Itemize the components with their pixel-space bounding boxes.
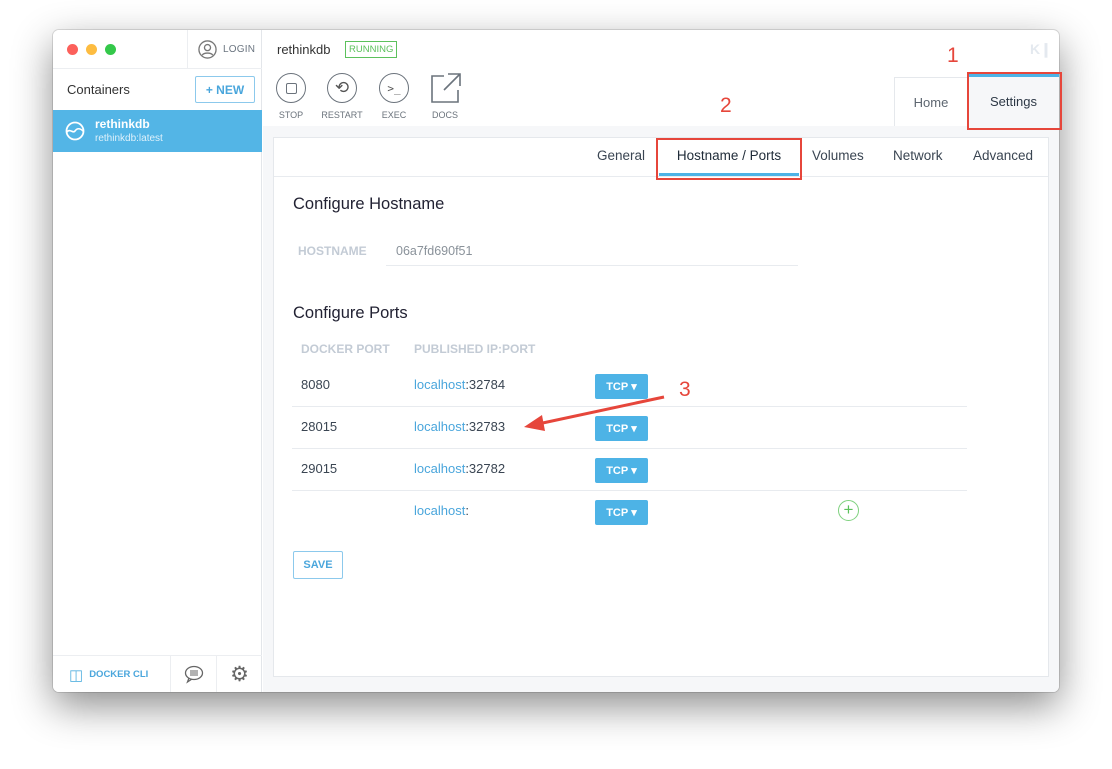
annotation-box-settings xyxy=(967,72,1062,130)
hostname-label: HOSTNAME xyxy=(298,244,367,258)
container-title: rethinkdb xyxy=(277,42,331,57)
hostname-input[interactable]: 06a7fd690f51 xyxy=(386,238,798,266)
docker-cli-button[interactable]: ◫ DOCKER CLI xyxy=(53,656,171,692)
published-port-header: PUBLISHED IP:PORT xyxy=(414,342,536,356)
annotation-1: 1 xyxy=(947,44,959,67)
close-window-button[interactable] xyxy=(67,44,78,55)
tab-hostname-ports[interactable]: Hostname / Ports xyxy=(659,148,799,176)
stop-label: STOP xyxy=(278,110,304,120)
stop-button[interactable] xyxy=(276,73,306,103)
new-container-button[interactable]: + NEW xyxy=(195,76,255,103)
annotation-box-hostname-ports xyxy=(656,138,802,180)
login-label: LOGIN xyxy=(223,43,256,55)
protocol-dropdown[interactable]: TCP ▾ xyxy=(595,500,648,525)
published-port[interactable]: localhost:32782 xyxy=(414,461,506,476)
minimize-window-button[interactable] xyxy=(86,44,97,55)
exec-button[interactable]: >_ xyxy=(379,73,409,103)
docker-port-header: DOCKER PORT xyxy=(301,342,390,356)
settings-panel: General Hostname / Ports Volumes Network… xyxy=(273,137,1049,677)
restart-button[interactable]: ⟲ xyxy=(327,73,357,103)
exec-label: EXEC xyxy=(381,110,407,120)
docs-label: DOCS xyxy=(431,110,458,120)
published-port[interactable]: localhost:32784 xyxy=(414,377,506,392)
rethinkdb-icon xyxy=(65,121,85,141)
annotation-2: 2 xyxy=(720,94,732,117)
kitematic-logo: K❙ xyxy=(1030,41,1052,57)
terminal-icon: >_ xyxy=(387,81,401,95)
docker-cli-label: DOCKER CLI xyxy=(89,669,149,680)
protocol-dropdown[interactable]: TCP ▾ xyxy=(595,458,648,483)
tab-advanced[interactable]: Advanced xyxy=(973,148,1034,163)
restart-icon: ⟲ xyxy=(334,78,350,97)
container-item-rethinkdb[interactable]: rethinkdb rethinkdb:latest xyxy=(53,110,262,152)
container-name: rethinkdb xyxy=(95,117,150,131)
new-published-port-input[interactable]: localhost: xyxy=(414,503,469,518)
tab-network[interactable]: Network xyxy=(893,148,943,163)
tab-settings[interactable]: Settings xyxy=(968,74,1059,126)
settings-gear-button[interactable]: ⚙ xyxy=(217,656,262,692)
feedback-button[interactable] xyxy=(171,656,217,692)
hostname-section-title: Configure Hostname xyxy=(293,195,445,213)
external-link-icon[interactable] xyxy=(430,72,462,104)
annotation-arrow-icon xyxy=(524,395,665,431)
add-port-button[interactable]: + xyxy=(838,500,859,521)
ports-section-title: Configure Ports xyxy=(293,304,408,322)
protocol-dropdown[interactable]: TCP ▾ xyxy=(595,374,648,399)
chat-icon xyxy=(184,665,203,684)
docker-port: 28015 xyxy=(301,419,338,434)
containers-title: Containers xyxy=(67,82,130,97)
tab-volumes[interactable]: Volumes xyxy=(812,148,864,163)
user-icon xyxy=(198,39,217,59)
restart-label: RESTART xyxy=(321,110,363,120)
tab-home[interactable]: Home xyxy=(894,77,968,126)
container-image: rethinkdb:latest xyxy=(95,133,163,144)
gear-icon: ⚙ xyxy=(230,663,249,686)
docker-port: 29015 xyxy=(301,461,338,476)
app-window: LOGIN Containers + NEW rethinkdb rethink… xyxy=(53,30,1059,692)
sidebar-footer: ◫ DOCKER CLI ⚙ xyxy=(53,655,262,692)
plus-icon: + xyxy=(843,500,854,519)
docker-port: 8080 xyxy=(301,377,330,392)
published-port[interactable]: localhost:32783 xyxy=(414,419,506,434)
status-badge: RUNNING xyxy=(345,41,398,58)
maximize-window-button[interactable] xyxy=(105,44,116,55)
docker-whale-icon: ◫ xyxy=(69,666,84,684)
tab-general[interactable]: General xyxy=(597,148,646,163)
sidebar: LOGIN Containers + NEW rethinkdb rethink… xyxy=(53,30,262,692)
annotation-3: 3 xyxy=(679,378,691,401)
protocol-dropdown[interactable]: TCP ▾ xyxy=(595,416,648,441)
save-button[interactable]: SAVE xyxy=(293,551,343,579)
login-button[interactable]: LOGIN xyxy=(187,30,262,68)
stop-icon xyxy=(285,82,297,94)
